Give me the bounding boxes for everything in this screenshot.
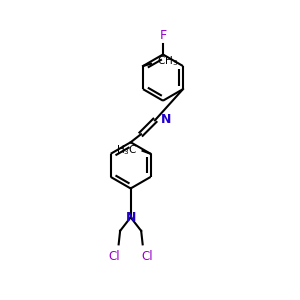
Text: Cl: Cl <box>108 250 120 263</box>
Text: F: F <box>159 29 167 42</box>
Text: N: N <box>161 113 171 126</box>
Text: Cl: Cl <box>142 250 153 263</box>
Text: N: N <box>125 211 136 224</box>
Text: H$_3$C: H$_3$C <box>116 143 138 157</box>
Text: CH$_3$: CH$_3$ <box>157 55 178 68</box>
